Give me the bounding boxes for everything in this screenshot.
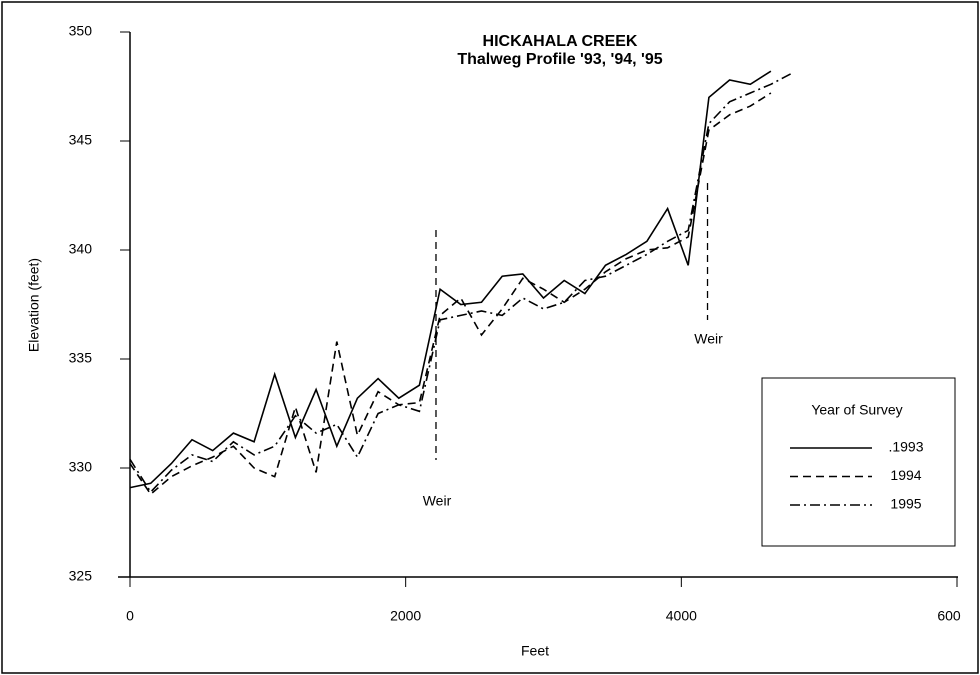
x-tick-label: 4000 xyxy=(666,608,697,624)
chart-title: HICKAHALA CREEK xyxy=(483,33,638,50)
x-axis-label: Feet xyxy=(521,643,549,659)
y-tick-label: 325 xyxy=(69,568,93,584)
series-line xyxy=(129,70,772,489)
legend-box xyxy=(761,377,956,547)
chart-subtitle: Thalweg Profile '93, '94, '95 xyxy=(457,51,662,68)
y-axis-label: Elevation (feet) xyxy=(26,258,42,352)
legend-label: 1995 xyxy=(890,496,921,512)
series-line xyxy=(129,92,772,496)
y-tick-label: 350 xyxy=(69,23,93,39)
x-tick-label: 2000 xyxy=(390,608,421,624)
legend-title: Year of Survey xyxy=(811,402,902,418)
y-tick-label: 345 xyxy=(69,132,93,148)
x-tick-label: 0 xyxy=(126,608,134,624)
y-tick-label: 330 xyxy=(69,459,93,475)
y-tick-label: 340 xyxy=(69,241,93,257)
legend-label: .1993 xyxy=(888,439,923,455)
y-tick-label: 335 xyxy=(69,350,93,366)
x-tick-label: 600 xyxy=(937,608,961,624)
annotation: Weir xyxy=(694,331,723,347)
series-line xyxy=(129,72,792,494)
annotation: Weir xyxy=(423,493,452,509)
legend-label: 1994 xyxy=(890,467,921,483)
